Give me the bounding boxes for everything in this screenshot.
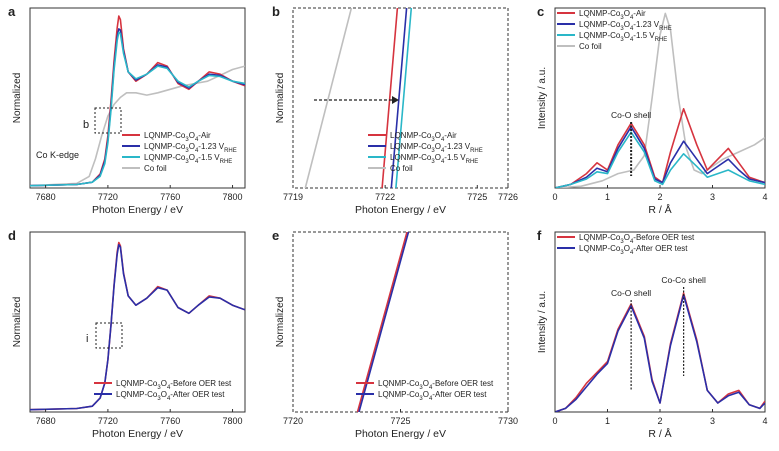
x-tick-label: 4 xyxy=(762,416,767,426)
x-tick-label: 1 xyxy=(605,416,610,426)
x-tick-label: 0 xyxy=(552,192,557,202)
panel-a: 7680 7720 7760 7800 Photon Energy / eV Normal… xyxy=(8,4,246,216)
x-tick-label: 7680 xyxy=(36,192,56,202)
series-line-cyan xyxy=(555,131,765,188)
x-tick-label: 7730 xyxy=(498,416,518,426)
series-line-blue xyxy=(30,244,245,411)
y-axis-label: Intensity / a.u. xyxy=(537,67,548,129)
panel-letter: c xyxy=(537,4,544,19)
legend-label: Co foil xyxy=(390,164,413,173)
panel-letter: a xyxy=(8,4,16,19)
legend-label: LQNMP-Co3O4-Before OER test xyxy=(116,379,232,391)
axes-frame xyxy=(292,7,509,189)
annotation-shell: Co-O shell xyxy=(611,110,651,120)
legend-label: LQNMP-Co3O4-Air xyxy=(390,131,457,143)
legend-label: LQNMP-Co3O4-1.23 VRHE xyxy=(579,20,672,32)
x-axis-label: R / Å xyxy=(648,427,671,440)
series-line-blue xyxy=(390,8,408,188)
y-axis-label: Normalized xyxy=(275,73,286,124)
x-tick-label: 7720 xyxy=(98,192,118,202)
y-axis-label: Normalized xyxy=(12,73,23,124)
x-tick-label: 7722 xyxy=(375,192,395,202)
y-axis-label: Intensity / a.u. xyxy=(537,291,548,353)
legend-label: LQNMP-Co3O4-Air xyxy=(144,131,211,143)
x-tick-label: 7760 xyxy=(160,192,180,202)
legend-label: LQNMP-Co3O4-1.23 VRHE xyxy=(144,142,237,154)
arrow-head-icon xyxy=(392,96,399,104)
annotation-shell-1: Co-O shell xyxy=(611,288,651,298)
x-tick-label: 7720 xyxy=(283,416,303,426)
series-line-gray xyxy=(30,65,245,187)
panel-letter: e xyxy=(272,228,279,243)
series-line-red xyxy=(555,108,765,188)
legend-label: LQNMP-Co3O4-After OER test xyxy=(378,390,487,402)
panel-c: 0 1 2 3 4 R / Å Intensity / a.u. c LQNMP-Co3O4-A… xyxy=(537,4,768,216)
legend-label: LQNMP-Co3O4-1.5 VRHE xyxy=(579,31,667,43)
x-tick-label: 7680 xyxy=(36,416,56,426)
x-tick-label: 7720 xyxy=(98,416,118,426)
panel-d: 7680 7720 7760 7800 Photon Energy / eV Normal… xyxy=(8,228,246,440)
annotation-edge: Co K-edge xyxy=(36,150,79,160)
x-axis-label: R / Å xyxy=(648,203,671,216)
axes-frame xyxy=(29,231,246,413)
x-tick-label: 7726 xyxy=(498,192,518,202)
x-axis-label: Photon Energy / eV xyxy=(92,428,183,440)
x-tick-label: 7760 xyxy=(160,416,180,426)
x-tick-label: 2 xyxy=(657,416,662,426)
legend-label: LQNMP-Co3O4-1.5 VRHE xyxy=(390,153,478,165)
x-tick-label: 7725 xyxy=(467,192,487,202)
axes-frame xyxy=(29,7,246,189)
legend-label: LQNMP-Co3O4-After OER test xyxy=(579,244,688,256)
zoom-box xyxy=(95,322,123,349)
x-tick-label: 7725 xyxy=(390,416,410,426)
legend-label: LQNMP-Co3O4-1.23 VRHE xyxy=(390,142,483,154)
series-line-cyan xyxy=(395,8,413,188)
x-axis-label: Photon Energy / eV xyxy=(92,204,183,216)
x-tick-label: 4 xyxy=(762,192,767,202)
x-tick-label: 7719 xyxy=(283,192,303,202)
series-line-gray xyxy=(555,12,765,188)
series-line-gray xyxy=(304,8,353,188)
legend-label: LQNMP-Co3O4-Before OER test xyxy=(378,379,494,391)
annotation-box-label: i xyxy=(86,333,88,345)
x-axis-label: Photon Energy / eV xyxy=(355,204,446,216)
panel-e: 7720 7725 7730 Photon Energy / eV Normalized… xyxy=(272,228,518,440)
axes-frame xyxy=(554,231,766,413)
x-tick-label: 2 xyxy=(657,192,662,202)
series-line-blue xyxy=(30,28,245,187)
series-line-cyan xyxy=(30,31,245,187)
x-axis-label: Photon Energy / eV xyxy=(355,428,446,440)
annotation-box-label: b xyxy=(83,119,89,131)
panel-letter: b xyxy=(272,4,280,19)
legend-label: LQNMP-Co3O4-Air xyxy=(579,9,646,21)
legend-label: Co foil xyxy=(579,42,602,51)
legend-label: LQNMP-Co3O4-After OER test xyxy=(116,390,225,402)
annotation-shell-2: Co-Co shell xyxy=(661,275,706,285)
series-line-blue xyxy=(555,294,765,412)
panel-letter: f xyxy=(537,228,542,243)
x-tick-label: 3 xyxy=(710,416,715,426)
legend-label: LQNMP-Co3O4-Before OER test xyxy=(579,233,695,245)
x-tick-label: 0 xyxy=(552,416,557,426)
panel-f: 0 1 2 3 4 R / Å Intensity / a.u. f LQNMP-Co3O4-B… xyxy=(537,228,768,440)
x-tick-label: 1 xyxy=(605,192,610,202)
legend-label: Co foil xyxy=(144,164,167,173)
panel-letter: d xyxy=(8,228,16,243)
y-axis-label: Normalized xyxy=(275,297,286,348)
zoom-box xyxy=(94,107,122,134)
y-axis-label: Normalized xyxy=(12,297,23,348)
legend-label: LQNMP-Co3O4-1.5 VRHE xyxy=(144,153,232,165)
x-tick-label: 3 xyxy=(710,192,715,202)
x-tick-label: 7800 xyxy=(223,192,243,202)
series-line-blue xyxy=(555,126,765,188)
x-tick-label: 7800 xyxy=(223,416,243,426)
panel-b: 7719 7722 7725 7726 Photon Energy / eV Normal… xyxy=(272,4,518,216)
